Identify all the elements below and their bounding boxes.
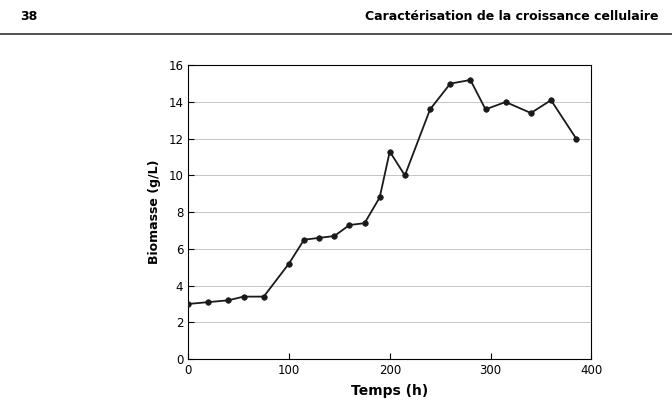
Text: 38: 38 [20, 10, 38, 23]
X-axis label: Temps (h): Temps (h) [351, 384, 428, 398]
Y-axis label: Biomasse (g/L): Biomasse (g/L) [149, 160, 161, 264]
Text: Caractérisation de la croissance cellulaire: Caractérisation de la croissance cellula… [365, 10, 659, 23]
